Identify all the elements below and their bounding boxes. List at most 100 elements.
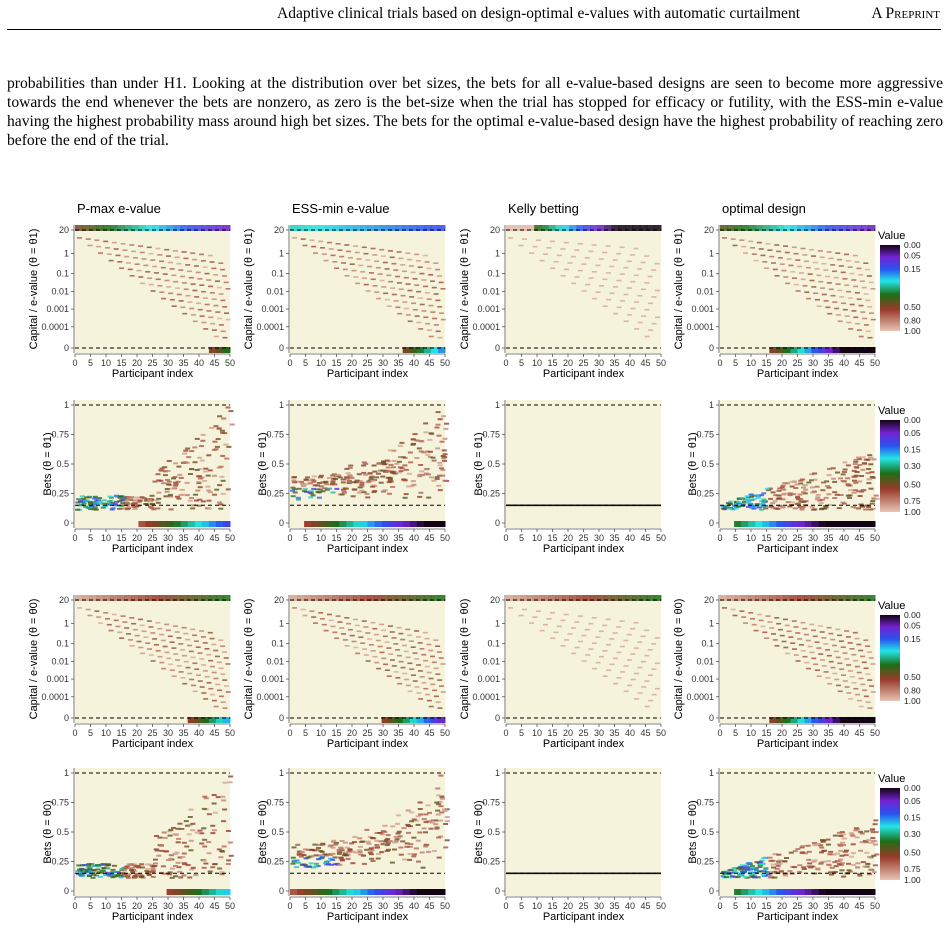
- panel-r3-c1-cell: [87, 614, 93, 617]
- panel-r4-c2-cell: [349, 842, 355, 845]
- panel-r2-c4-cell: [851, 475, 857, 478]
- panel-r1-c4-cell: [818, 280, 824, 283]
- panel-r1-c1-x-tick-label: 0: [72, 358, 77, 368]
- panel-r2-c2-cell: [291, 479, 297, 482]
- panel-r3-c4-cell: [797, 638, 803, 640]
- panel-r1-c1-cell: [150, 259, 156, 261]
- panel-r2-c2-cell: [414, 457, 420, 459]
- panel-r2-c2-cell: [381, 460, 386, 463]
- panel-r1-c3-cell: [647, 275, 653, 278]
- panel-r3-c1-cell: [103, 612, 109, 614]
- panel-r4-c2-cell: [407, 845, 413, 848]
- panel-r4-c4-cell: [862, 865, 868, 868]
- panel-r2-c1-cell: [109, 503, 115, 506]
- panel-r2-c4-cell: [840, 473, 846, 476]
- panel-r3-c1-top-band: [194, 595, 203, 601]
- panel-r3-c3-cell: [634, 698, 640, 700]
- panel-r2-c1-cell: [203, 467, 209, 470]
- panel-r3-c3-cell: [623, 665, 629, 667]
- panel-r4-c2-cell: [364, 848, 370, 851]
- panel-r4-c1-cell: [168, 854, 174, 857]
- panel-r3-c2-cell: [426, 699, 432, 702]
- panel-r1-c1-cell: [210, 322, 216, 325]
- panel-r4-c2-bottom-band: [304, 889, 312, 895]
- panel-r2-c1-cell: [200, 500, 206, 503]
- panel-r1-c2-cell: [424, 292, 430, 294]
- panel-r3-c2-cell: [323, 629, 329, 632]
- panel-r4-c4-cell: [729, 871, 735, 874]
- panel-r4-c2-cell: [337, 863, 343, 866]
- panel-r4-c4-cell: [811, 860, 817, 863]
- panel-r2-c2-cell: [380, 469, 386, 472]
- panel-r2-c2-cell: [424, 450, 430, 453]
- panel-r1-c4-bottom-band: [853, 347, 862, 353]
- panel-r2-c2-cell: [414, 439, 420, 442]
- panel-r4-c1-cell: [212, 811, 218, 814]
- panel-r2-c4-cell: [796, 502, 801, 505]
- legend-tick-row-1: 0.05: [904, 250, 921, 260]
- panel-r4-c2-cell: [342, 852, 348, 855]
- panel-r2-c1-cell: [222, 432, 228, 435]
- panel-r1-c3-top-band: [590, 225, 598, 231]
- panel-r1-c4-cell: [739, 239, 745, 241]
- panel-r3-c1-cell: [199, 630, 205, 632]
- panel-r2-c2-cell: [359, 489, 365, 492]
- panel-r3-c2-cell: [409, 668, 415, 670]
- panel-r1-c2-cell: [430, 311, 436, 313]
- panel-r4-c1-cell: [104, 864, 110, 867]
- panel-r4-c1-cell: [162, 836, 168, 839]
- panel-r3-c3-cell: [633, 621, 639, 624]
- panel-r1-c2-cell: [391, 293, 397, 296]
- panel-r4-c2-cell: [423, 831, 428, 834]
- panel-r3-c4-cell: [826, 626, 832, 629]
- panel-r4-c2-cell: [291, 846, 297, 849]
- panel-r4-c2-cell: [384, 849, 390, 852]
- panel-r3-c2-cell: [425, 693, 431, 696]
- panel-r1-c2-cell: [407, 320, 413, 323]
- panel-r4-c4-cell: [776, 853, 782, 856]
- panel-r2-c4-cell: [798, 482, 804, 485]
- panel-r3-c2-bottom-band: [381, 717, 390, 723]
- panel-r2-c1-cell: [162, 474, 168, 477]
- panel-r3-c4-top-band: [727, 595, 735, 601]
- panel-r2-c2-cell: [345, 478, 351, 481]
- panel-r3-c1-x-tick-label: 35: [178, 728, 188, 738]
- panel-r4-c4-cell: [735, 876, 741, 879]
- panel-r1-c2-cell: [381, 286, 387, 288]
- panel-r2-c1-cell: [164, 488, 170, 490]
- panel-r4-c1-x-tick-label: 25: [147, 901, 157, 911]
- panel-r1-c4-cell: [769, 255, 775, 258]
- panel-r4-c2-cell: [418, 813, 424, 816]
- panel-r1-c1-cell: [218, 262, 224, 264]
- panel-r3-c3-cell: [588, 648, 594, 650]
- panel-r2-c4-cell: [838, 494, 844, 496]
- panel-r1-c3-cell: [619, 246, 625, 249]
- legend-tick-row-3: 0.80: [904, 686, 921, 696]
- panel-r2-c2-cell: [376, 462, 382, 465]
- panel-r3-c3-top-band: [639, 595, 648, 601]
- panel-r3-c3-x-tick-label: 10: [532, 728, 542, 738]
- panel-r2-c2-cell: [370, 479, 376, 482]
- panel-r3-c4-cell: [748, 612, 754, 614]
- panel-r4-c4-cell: [806, 850, 812, 853]
- panel-r3-c1-cell: [124, 627, 130, 629]
- panel-r1-c4-y-tick-label: 0: [709, 343, 714, 353]
- panel-r4-c2-cell: [374, 844, 380, 846]
- panel-r3-c3-cell: [518, 614, 524, 617]
- panel-r4-c4-cell: [812, 844, 818, 847]
- panel-r2-c2-cell: [371, 491, 377, 494]
- panel-r1-c3-cell: [508, 237, 513, 239]
- panel-r1-c4-cell: [830, 294, 836, 297]
- panel-r3-c1-cell: [209, 637, 215, 640]
- panel-r1-c4-cell: [772, 268, 778, 271]
- panel-r3-c4-top-band: [741, 595, 749, 601]
- panel-r1-c2-cell: [368, 272, 374, 274]
- panel-r1-c1-top-band: [180, 225, 189, 231]
- panel-r1-c4-cell: [862, 317, 868, 320]
- panel-r2-c1-x-tick-label: 5: [88, 533, 93, 543]
- panel-r4-c1-cell: [160, 865, 166, 868]
- panel-r3-c3-x-tick-label: 15: [547, 728, 557, 738]
- panel-r3-c4-cell: [816, 647, 822, 649]
- panel-r2-c1-cell: [220, 492, 226, 495]
- panel-r3-c1-bottom-band: [215, 717, 224, 723]
